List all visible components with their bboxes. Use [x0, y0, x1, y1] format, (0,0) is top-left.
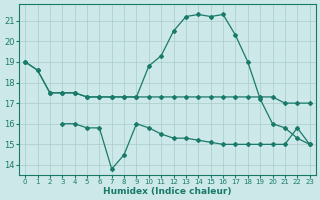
- X-axis label: Humidex (Indice chaleur): Humidex (Indice chaleur): [103, 187, 232, 196]
